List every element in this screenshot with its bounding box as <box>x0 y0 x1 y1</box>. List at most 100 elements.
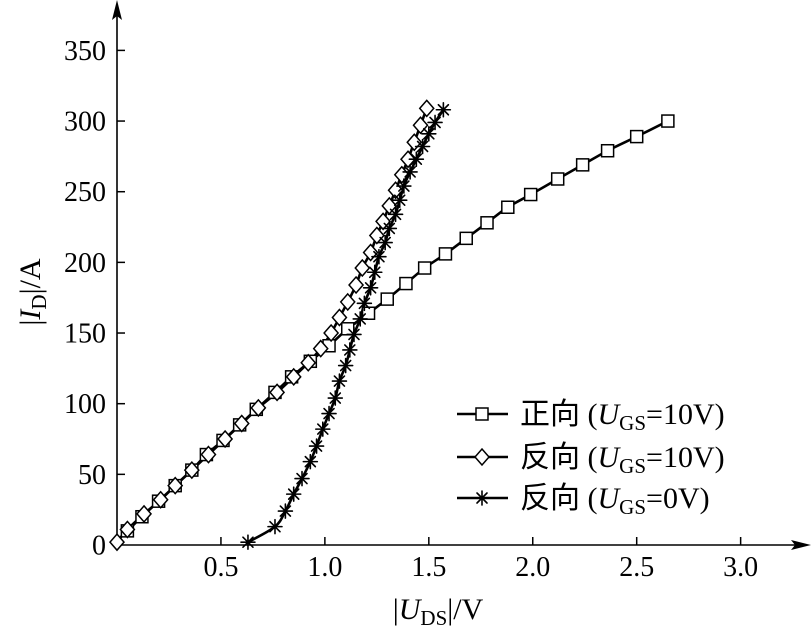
data-point <box>352 311 369 327</box>
data-point <box>366 264 383 281</box>
data-point <box>267 518 283 535</box>
x-tick-label: 1.0 <box>307 552 342 583</box>
data-point <box>523 187 538 202</box>
data-point <box>109 533 125 552</box>
y-axis-label-post: |/A <box>14 258 47 294</box>
data-point <box>312 339 329 358</box>
data-point <box>402 164 418 180</box>
data-point <box>427 114 443 131</box>
series-line <box>115 107 429 544</box>
data-point <box>480 216 494 230</box>
data-point <box>396 178 412 194</box>
y-tick-label: 100 <box>64 389 106 420</box>
data-point <box>217 429 234 449</box>
data-point <box>354 258 371 278</box>
data-point <box>438 247 453 261</box>
data-point <box>414 138 431 155</box>
x-axis <box>116 540 811 550</box>
x-axis-arrow-icon <box>791 540 811 550</box>
y-tick-label: 50 <box>78 460 106 491</box>
data-point <box>380 292 394 306</box>
data-point <box>387 206 404 223</box>
series-markers-diamond <box>109 99 435 552</box>
x-axis-label-var: U <box>399 593 423 626</box>
data-point <box>421 125 437 142</box>
data-point <box>302 453 319 470</box>
x-tick-label: 2.5 <box>619 552 654 583</box>
legend-marker <box>474 490 490 506</box>
data-point <box>308 438 325 454</box>
legend-label-pre: 正向 ( <box>520 398 598 431</box>
y-tick-label: 350 <box>64 36 106 67</box>
legend-label-var: U <box>598 482 622 515</box>
y-tick-label: 200 <box>64 248 106 279</box>
legend-marker-star-icon <box>474 490 490 506</box>
data-point <box>183 460 200 480</box>
data-point <box>342 342 358 358</box>
data-point <box>501 200 515 215</box>
data-point <box>285 486 302 502</box>
data-point <box>240 534 256 550</box>
x-axis-label-pre: | <box>393 593 399 626</box>
data-point <box>362 280 379 296</box>
x-tick-label: 0.5 <box>203 552 238 583</box>
data-point <box>417 261 432 275</box>
series-markers <box>109 99 675 552</box>
y-ticks: 0 50 100 150 200 250 300 350 <box>64 36 125 562</box>
data-point <box>315 421 331 437</box>
legend-label-sub: GS <box>619 454 646 478</box>
data-point <box>575 158 590 172</box>
x-axis-label: |UDS|/V <box>393 593 484 630</box>
legend-label-sub: GS <box>619 495 646 519</box>
data-point <box>152 490 169 509</box>
y-axis-label: |ID|/A <box>14 258 51 326</box>
data-point <box>339 292 356 312</box>
y-axis-label-sub: D <box>27 294 51 309</box>
data-point <box>331 308 348 327</box>
data-point <box>327 390 344 406</box>
legend-marker-square-icon <box>475 407 489 421</box>
data-point <box>348 275 365 295</box>
legend-label: 反向 (UGS=0V) <box>520 482 710 519</box>
data-point <box>459 231 473 246</box>
legend-label-post: =10V) <box>646 441 725 474</box>
x-tick-label: 1.5 <box>411 552 446 583</box>
legend-item: 反向 (UGS=10V) <box>457 441 725 478</box>
legend-label-pre: 反向 ( <box>520 441 598 474</box>
data-point <box>346 326 362 343</box>
data-point <box>408 151 425 168</box>
data-point <box>356 295 373 312</box>
data-point <box>321 405 337 422</box>
data-point <box>167 476 184 495</box>
x-ticks: 0.5 1.0 1.5 2.0 2.5 3.0 <box>203 537 758 583</box>
data-point <box>418 99 435 118</box>
legend-label-pre: 反向 ( <box>520 482 598 515</box>
data-point <box>661 114 675 128</box>
data-point <box>600 143 615 158</box>
x-axis-label-sub: DS <box>420 606 447 630</box>
y-tick-label: 150 <box>64 319 106 350</box>
legend-label-var: U <box>598 398 622 431</box>
legend-marker <box>474 447 490 467</box>
data-point <box>331 373 348 389</box>
data-point <box>381 220 398 237</box>
y-tick-label: 0 <box>92 531 106 562</box>
data-point <box>435 101 452 118</box>
data-point <box>337 357 354 374</box>
data-point <box>136 504 153 524</box>
series-markers-star <box>240 101 452 550</box>
legend-item: 反向 (UGS=0V) <box>457 482 710 519</box>
legend-label-var: U <box>598 441 622 474</box>
data-point <box>371 248 387 265</box>
data-point <box>269 383 286 402</box>
data-point <box>200 445 217 464</box>
data-point <box>300 353 317 372</box>
data-point <box>377 234 393 251</box>
data-point <box>323 323 340 343</box>
legend-marker <box>475 407 489 421</box>
x-axis-label-post: |/V <box>447 593 483 626</box>
legend-label-sub: GS <box>619 411 646 435</box>
data-point <box>629 129 644 144</box>
legend-label: 正向 (UGS=10V) <box>520 398 725 435</box>
data-point <box>399 276 413 291</box>
